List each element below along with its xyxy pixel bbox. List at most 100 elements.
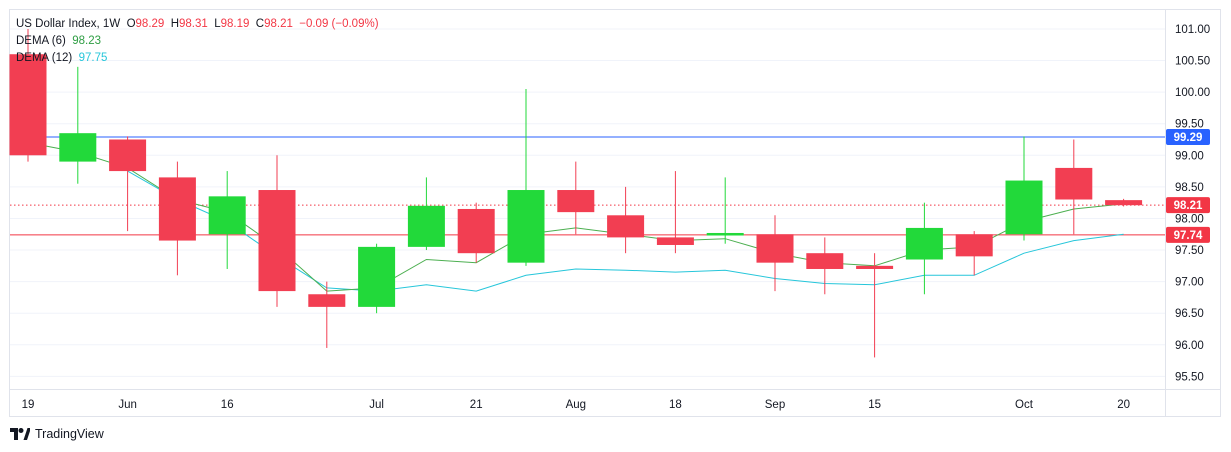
y-tick-label: 97.00: [1175, 277, 1204, 289]
candle-body: [358, 246, 396, 307]
candle[interactable]: [856, 253, 894, 358]
x-tick-label: 15: [868, 399, 881, 411]
candle-body: [806, 253, 844, 269]
candle[interactable]: [1005, 136, 1043, 241]
brand-name: TradingView: [35, 427, 104, 441]
candle[interactable]: [109, 136, 147, 232]
x-tick-label: 18: [669, 399, 682, 411]
candle[interactable]: [955, 231, 993, 276]
high-label: H: [170, 18, 180, 30]
candle-body: [109, 139, 147, 172]
candle-body: [905, 227, 943, 260]
price-badge-bg: [1166, 128, 1210, 145]
candle-body: [607, 215, 645, 238]
candle-body: [856, 265, 894, 269]
open-label: O: [126, 18, 136, 30]
high-value: 98.31: [179, 18, 208, 30]
y-tick-label: 99.00: [1175, 150, 1204, 162]
candle[interactable]: [507, 88, 545, 266]
price-badge: 97.74: [1166, 226, 1210, 243]
candle[interactable]: [308, 281, 346, 348]
y-tick-label: 96.50: [1175, 308, 1204, 320]
candle-body: [656, 237, 694, 245]
y-tick-label: 100.00: [1175, 87, 1210, 99]
candle[interactable]: [9, 28, 47, 162]
candle-body: [955, 234, 993, 257]
candle-body: [9, 54, 47, 156]
candle[interactable]: [1105, 198, 1143, 207]
candle-body: [557, 190, 595, 213]
y-tick-label: 101.00: [1175, 24, 1210, 36]
candle[interactable]: [756, 215, 794, 292]
candle-body: [1105, 200, 1143, 206]
candle[interactable]: [806, 237, 844, 295]
dema12-label: DEMA (12): [16, 52, 73, 64]
candle-body: [258, 190, 296, 292]
candle-body: [308, 294, 346, 307]
candle-body: [507, 190, 545, 263]
candle[interactable]: [706, 177, 744, 244]
x-tick-label: Jun: [118, 399, 137, 411]
y-tick-label: 98.50: [1175, 182, 1204, 194]
chart-legend: US Dollar Index, 1W O98.29 H98.31 L98.19…: [16, 16, 379, 67]
candle-body: [457, 208, 495, 254]
tradingview-logo-icon: [10, 428, 30, 440]
y-tick-label: 98.00: [1175, 213, 1204, 225]
x-tick-label: Aug: [566, 399, 586, 411]
candle-body: [158, 177, 196, 241]
y-tick-label: 96.00: [1175, 340, 1204, 352]
candle[interactable]: [59, 66, 97, 184]
y-tick-label: 95.50: [1175, 371, 1204, 383]
ohlc-row: US Dollar Index, 1W O98.29 H98.31 L98.19…: [16, 16, 379, 33]
candle[interactable]: [158, 161, 196, 276]
tradingview-brand[interactable]: TradingView: [10, 427, 104, 441]
y-tick-label: 100.50: [1175, 56, 1210, 68]
chart-frame: [9, 9, 1221, 417]
candle[interactable]: [407, 177, 445, 251]
dema12-value: 97.75: [78, 52, 108, 64]
price-badge-bg: [1166, 197, 1210, 214]
candle-body: [706, 232, 744, 236]
x-tick-label: Oct: [1015, 399, 1034, 411]
y-tick-label: 97.50: [1175, 245, 1204, 257]
y-tick-label: 99.50: [1175, 119, 1204, 131]
candle-body: [756, 234, 794, 263]
candle[interactable]: [358, 243, 396, 314]
x-tick-label: 20: [1117, 399, 1130, 411]
price-badge: 99.29: [1166, 128, 1210, 145]
x-tick-label: 19: [22, 399, 35, 411]
x-tick-label: Sep: [765, 399, 785, 411]
close-label: C: [255, 18, 265, 30]
candle-body: [1005, 180, 1043, 235]
candle-body: [59, 133, 97, 162]
price-badge: 98.21: [1166, 197, 1210, 214]
price-badge-label: 99.29: [1174, 132, 1203, 144]
candle[interactable]: [607, 186, 645, 254]
candle[interactable]: [656, 171, 694, 254]
dema6-value: 98.23: [72, 35, 102, 47]
candle[interactable]: [905, 202, 943, 295]
dema6-label: DEMA (6): [16, 35, 66, 47]
candle[interactable]: [457, 202, 495, 263]
close-value: 98.21: [264, 18, 293, 30]
candle[interactable]: [1055, 139, 1093, 235]
dema6-row[interactable]: DEMA (6) 98.23: [16, 33, 379, 50]
candle[interactable]: [557, 161, 595, 235]
candle[interactable]: [258, 155, 296, 307]
price-badge-label: 97.74: [1174, 230, 1203, 242]
open-value: 98.29: [135, 18, 165, 30]
price-badge-label: 98.21: [1174, 200, 1203, 212]
candle[interactable]: [208, 171, 246, 269]
x-tick-label: 21: [470, 399, 483, 411]
symbol-title[interactable]: US Dollar Index, 1W: [16, 18, 121, 30]
candle-body: [407, 205, 445, 247]
x-tick-label: Jul: [369, 399, 384, 411]
candle-body: [208, 196, 246, 235]
dema12-row[interactable]: DEMA (12) 97.75: [16, 50, 379, 67]
change-value: −0.09 (−0.09%): [299, 18, 379, 30]
low-value: 98.19: [220, 18, 250, 30]
price-badge-bg: [1166, 226, 1210, 243]
low-label: L: [214, 18, 221, 30]
x-tick-label: 16: [221, 399, 234, 411]
